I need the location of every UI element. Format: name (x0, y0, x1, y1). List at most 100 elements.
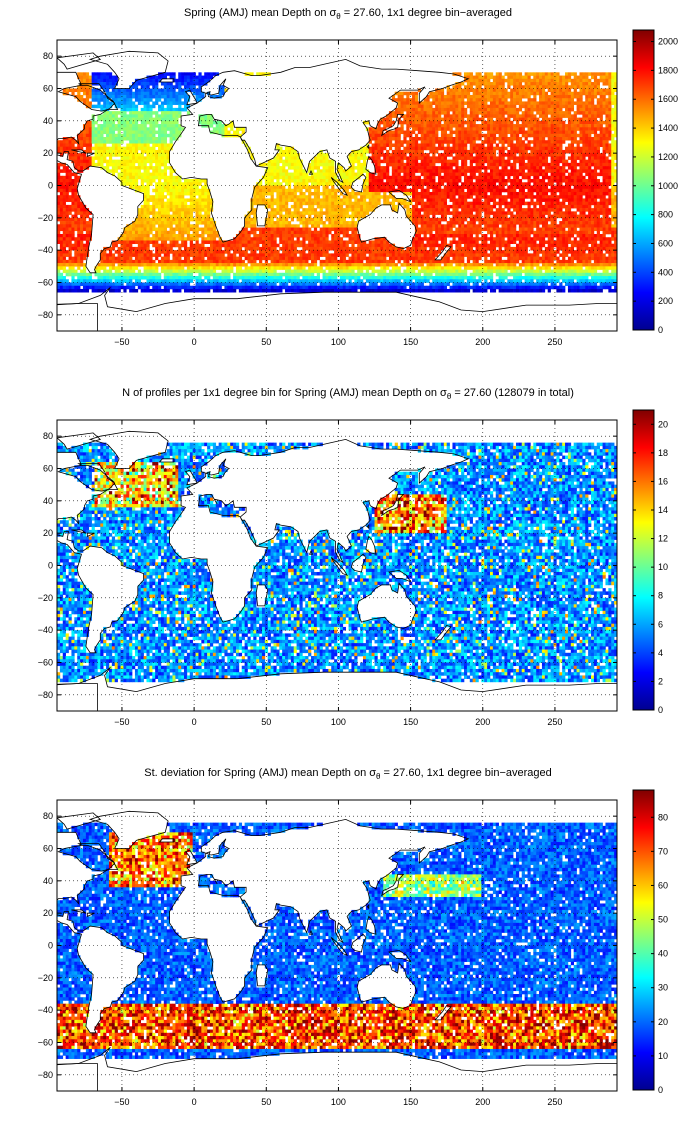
data-cell (455, 95, 458, 99)
data-cell (545, 79, 548, 83)
data-cell (80, 89, 83, 93)
data-cell (487, 105, 490, 109)
data-cell (438, 92, 441, 96)
data-cell (579, 101, 582, 105)
data-cell (95, 98, 98, 102)
data-cell (184, 108, 187, 112)
data-cell (167, 114, 170, 118)
data-cell (418, 118, 421, 122)
data-cell (452, 101, 455, 105)
data-cell (155, 121, 158, 125)
data-cell (611, 92, 614, 96)
data-cell (187, 111, 190, 115)
data-cell (132, 121, 135, 125)
data-cell (507, 85, 510, 89)
data-cell (175, 92, 178, 96)
data-cell (132, 105, 135, 109)
data-cell (170, 72, 173, 76)
data-cell (100, 105, 103, 109)
data-cell (504, 89, 507, 93)
data-cell (146, 92, 149, 96)
data-cell (585, 105, 588, 109)
data-cell (426, 111, 429, 115)
data-cell (175, 101, 178, 105)
data-cell (608, 79, 611, 83)
data-cell (155, 92, 158, 96)
data-cell (490, 89, 493, 93)
data-cell (562, 89, 565, 93)
data-cell (588, 114, 591, 118)
data-cell (536, 89, 539, 93)
data-cell (106, 79, 109, 83)
data-cell (594, 89, 597, 93)
data-cell (441, 98, 444, 102)
data-cell (507, 118, 510, 122)
data-cell (83, 76, 86, 80)
data-cell (502, 108, 505, 112)
data-cell (490, 82, 493, 86)
data-cell (530, 108, 533, 112)
data-cell (412, 114, 415, 118)
data-cell (490, 95, 493, 99)
data-cell (455, 85, 458, 89)
data-cell (562, 105, 565, 109)
data-cell (172, 92, 175, 96)
data-cell (579, 72, 582, 76)
data-cell (585, 72, 588, 76)
data-cell (600, 79, 603, 83)
data-cell (528, 76, 531, 80)
data-cell (146, 111, 149, 115)
data-cell (444, 101, 447, 105)
data-cell (450, 92, 453, 96)
data-cell (161, 105, 164, 109)
data-cell (164, 92, 167, 96)
data-cell (611, 111, 614, 115)
data-cell (539, 82, 542, 86)
data-cell (487, 111, 490, 115)
data-cell (207, 72, 210, 76)
data-cell (389, 114, 392, 118)
data-cell (392, 114, 395, 118)
data-cell (398, 101, 401, 105)
data-cell (533, 108, 536, 112)
data-cell (476, 98, 479, 102)
data-cell (487, 95, 490, 99)
data-cell (103, 105, 106, 109)
data-cell (435, 98, 438, 102)
data-cell (155, 95, 158, 99)
data-cell (562, 95, 565, 99)
data-cell (149, 98, 152, 102)
data-cell (167, 101, 170, 105)
data-cell (608, 92, 611, 96)
data-cell (170, 92, 173, 96)
data-cell (473, 114, 476, 118)
data-cell (152, 105, 155, 109)
data-cell (123, 121, 126, 125)
data-cell (556, 108, 559, 112)
data-cell (539, 72, 542, 76)
data-cell (499, 108, 502, 112)
data-cell (525, 79, 528, 83)
data-cell (565, 105, 568, 109)
data-cell (559, 92, 562, 96)
data-cell (597, 98, 600, 102)
data-cell (533, 72, 536, 76)
data-cell (476, 79, 479, 83)
data-cell (585, 79, 588, 83)
data-cell (490, 108, 493, 112)
data-cell (585, 95, 588, 99)
data-cell (71, 89, 74, 93)
data-cell (556, 79, 559, 83)
data-cell (401, 92, 404, 96)
data-cell (496, 89, 499, 93)
data-cell (504, 92, 507, 96)
data-cell (161, 114, 164, 118)
data-cell (395, 98, 398, 102)
data-cell (528, 89, 531, 93)
data-cell (496, 92, 499, 96)
data-cell (478, 76, 481, 80)
data-cell (441, 105, 444, 109)
data-cell (438, 114, 441, 118)
data-cell (516, 72, 519, 76)
data-cell (556, 72, 559, 76)
